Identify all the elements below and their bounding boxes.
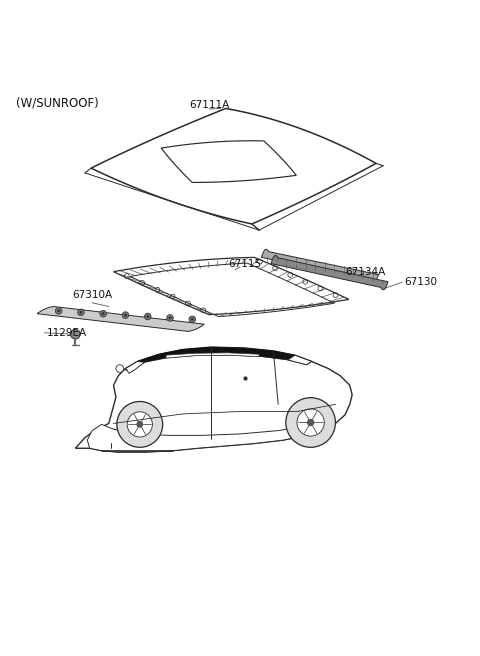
Text: 67310A: 67310A [72, 291, 112, 300]
Polygon shape [271, 256, 388, 290]
Circle shape [71, 329, 80, 339]
Circle shape [297, 409, 324, 436]
Polygon shape [75, 347, 352, 452]
Circle shape [167, 315, 173, 321]
Polygon shape [166, 353, 259, 358]
Polygon shape [288, 355, 312, 365]
Circle shape [146, 315, 149, 318]
Circle shape [168, 316, 171, 319]
Circle shape [127, 412, 152, 437]
Polygon shape [87, 424, 321, 452]
Circle shape [80, 311, 83, 314]
Text: 67115: 67115 [228, 258, 261, 268]
Circle shape [122, 312, 129, 318]
Circle shape [144, 313, 151, 320]
Text: 67130: 67130 [405, 277, 438, 287]
Circle shape [136, 421, 143, 428]
Circle shape [102, 312, 105, 315]
Circle shape [189, 316, 196, 323]
Circle shape [78, 309, 84, 316]
Text: 1129EA: 1129EA [47, 328, 87, 338]
Circle shape [307, 419, 314, 426]
Text: 67111A: 67111A [189, 100, 229, 110]
Circle shape [124, 314, 127, 317]
Circle shape [57, 310, 60, 312]
Polygon shape [125, 361, 144, 373]
Text: (W/SUNROOF): (W/SUNROOF) [16, 96, 98, 110]
Text: 67134A: 67134A [345, 267, 385, 277]
Polygon shape [262, 249, 378, 283]
Circle shape [191, 318, 194, 321]
Circle shape [286, 398, 336, 447]
Circle shape [117, 401, 163, 447]
Polygon shape [37, 306, 204, 331]
Circle shape [100, 310, 107, 317]
Circle shape [116, 365, 123, 373]
Circle shape [55, 308, 62, 314]
Polygon shape [135, 347, 312, 365]
